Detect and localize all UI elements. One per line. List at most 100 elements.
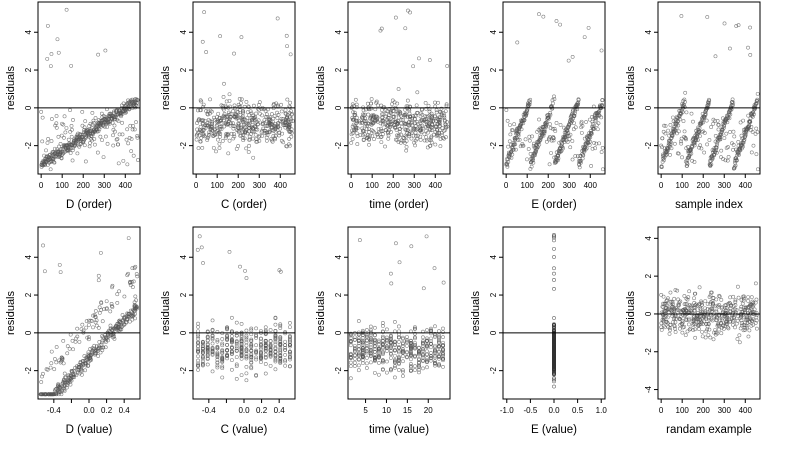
data-point	[226, 151, 231, 156]
data-point	[387, 115, 391, 120]
data-point	[505, 164, 510, 169]
data-point	[134, 306, 139, 311]
data-point	[399, 124, 404, 129]
y-tick-label: 0	[489, 330, 498, 335]
data-point	[548, 110, 553, 115]
data-point	[108, 309, 113, 314]
data-point	[512, 142, 516, 147]
data-point	[563, 134, 567, 139]
data-point	[201, 104, 206, 109]
data-point	[665, 148, 670, 153]
y-tick-label: 0	[179, 330, 188, 335]
data-point	[93, 309, 98, 313]
data-point	[114, 137, 119, 142]
data-point	[95, 150, 100, 155]
data-point	[251, 155, 256, 160]
data-point	[123, 110, 128, 115]
data-point	[538, 137, 543, 142]
data-point	[587, 117, 592, 122]
data-point	[701, 120, 706, 125]
x-tick-label: 400	[739, 406, 753, 415]
data-point	[126, 141, 131, 146]
data-point	[237, 96, 242, 101]
data-point	[287, 137, 292, 141]
data-point	[236, 130, 241, 135]
data-point	[383, 108, 388, 113]
data-point	[597, 141, 602, 146]
data-point	[388, 111, 393, 116]
data-point	[379, 140, 384, 144]
data-point	[63, 130, 68, 135]
data-point	[130, 127, 135, 132]
data-point	[418, 134, 423, 139]
data-point	[748, 25, 752, 30]
data-point	[103, 134, 108, 139]
data-point	[218, 132, 223, 136]
data-point	[205, 111, 210, 116]
data-point	[196, 146, 201, 151]
data-point	[361, 108, 366, 113]
data-point	[419, 130, 424, 135]
data-point	[737, 152, 741, 157]
data-point	[256, 108, 261, 112]
data-point	[68, 382, 73, 387]
data-point	[592, 126, 597, 131]
data-point	[510, 152, 515, 157]
data-point	[398, 140, 403, 145]
data-point	[538, 127, 543, 132]
data-point	[260, 113, 264, 118]
data-point	[222, 124, 227, 129]
data-point	[350, 137, 355, 142]
data-point	[131, 279, 136, 284]
data-point	[660, 136, 665, 141]
data-point	[80, 322, 85, 327]
data-point	[93, 116, 98, 120]
data-point	[120, 313, 125, 317]
data-point	[120, 120, 124, 125]
data-point	[513, 142, 518, 147]
data-point	[128, 104, 133, 109]
data-point	[76, 370, 80, 375]
data-point	[250, 120, 255, 124]
x-tick-label: 200	[387, 181, 401, 190]
y-axis-label: residuals	[160, 65, 172, 110]
data-point	[691, 119, 695, 124]
data-point	[133, 294, 138, 299]
data-point	[726, 145, 730, 149]
data-point	[354, 102, 359, 107]
data-point	[716, 122, 721, 127]
y-tick-label: -4	[644, 385, 653, 393]
data-point	[395, 133, 399, 138]
data-point	[113, 117, 118, 122]
data-point	[226, 110, 231, 115]
data-point	[392, 123, 397, 128]
data-point	[200, 146, 205, 150]
data-point	[544, 120, 549, 125]
data-point	[367, 142, 371, 147]
data-point	[719, 155, 723, 160]
data-point	[194, 137, 199, 142]
data-point	[438, 109, 443, 114]
data-point	[415, 111, 419, 115]
data-point	[601, 167, 605, 172]
data-point	[662, 123, 667, 128]
data-point	[231, 132, 236, 136]
data-point	[666, 128, 671, 133]
data-point	[236, 144, 241, 148]
data-point	[668, 140, 673, 144]
data-point	[241, 109, 245, 114]
data-point	[550, 126, 555, 131]
data-point	[199, 118, 204, 122]
data-point	[440, 126, 445, 130]
x-axis-label: time (value)	[369, 424, 429, 436]
data-point	[225, 131, 230, 136]
data-point	[424, 114, 429, 119]
data-point	[422, 138, 427, 143]
data-point	[44, 148, 48, 153]
data-point	[726, 112, 731, 117]
data-point	[415, 122, 420, 126]
data-point	[83, 361, 87, 366]
data-point	[429, 115, 434, 120]
data-point	[289, 134, 294, 139]
data-point	[354, 105, 359, 110]
